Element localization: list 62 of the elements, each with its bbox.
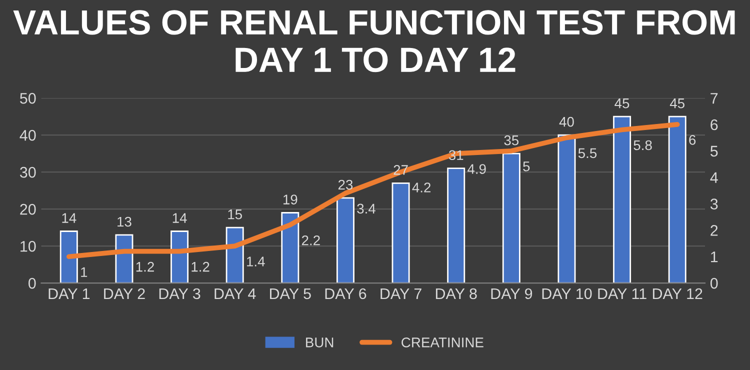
x-tick-label: DAY 5 (270, 288, 311, 300)
y-tick-label: 20 (20, 204, 36, 215)
x-tick-label: DAY 12 (652, 288, 702, 299)
bar (170, 230, 189, 284)
y2-tick-label: 6 (710, 119, 718, 130)
data-label: 23 (338, 180, 353, 190)
y2-tick-label: 4 (710, 172, 718, 183)
bar (226, 226, 244, 284)
y2-tick-label: 1 (711, 252, 718, 262)
data-label: 15 (228, 210, 242, 220)
bar (336, 197, 354, 284)
bar (392, 182, 410, 284)
x-tick-label: DAY 3 (159, 288, 200, 300)
data-label: 5.5 (578, 148, 597, 158)
x-tick-label: DAY 9 (491, 288, 532, 300)
data-label: 4.9 (468, 164, 486, 174)
x-tick-label: DAY 10 (542, 288, 592, 300)
y-tick-label: 50 (20, 92, 36, 104)
data-label: 45 (614, 98, 630, 108)
y2-tick-label: 0 (710, 278, 718, 289)
data-label: 5 (523, 162, 530, 172)
data-label: 13 (118, 216, 132, 227)
data-label: 1.2 (192, 262, 210, 272)
data-label: 1.2 (136, 262, 154, 272)
data-label: 5.8 (634, 140, 652, 150)
data-label: 4.2 (412, 182, 430, 192)
y-tick-label: 10 (20, 240, 36, 252)
x-tick-label: DAY 2 (104, 288, 145, 299)
bar (502, 152, 520, 284)
data-label: 3.4 (357, 204, 376, 214)
legend-label: CREATININE (402, 338, 484, 348)
y-tick-label: 30 (20, 166, 36, 178)
x-tick-label: DAY 8 (436, 288, 477, 300)
bar (60, 230, 78, 284)
data-label: 1 (81, 267, 88, 277)
y-tick-label: 40 (20, 130, 36, 141)
data-label: 2.2 (302, 235, 320, 246)
y2-tick-label: 5 (710, 146, 718, 157)
data-label: 19 (283, 194, 298, 204)
legend-label: BUN (306, 338, 334, 348)
bar (613, 116, 632, 284)
data-label: 6 (689, 135, 696, 145)
y-tick-label: 0 (28, 278, 36, 289)
x-tick-label: DAY 1 (48, 288, 90, 299)
bar (281, 212, 300, 284)
bar (668, 116, 686, 284)
y2-tick-label: 7 (710, 93, 718, 104)
y2-tick-label: 2 (710, 225, 718, 236)
x-tick-label: DAY 11 (598, 288, 646, 299)
data-label: 14 (172, 213, 187, 223)
data-label: 14 (62, 213, 76, 223)
bar (447, 168, 466, 284)
x-tick-label: DAY 7 (380, 288, 422, 299)
y2-tick-label: 3 (710, 198, 718, 210)
x-tick-label: DAY 4 (214, 288, 256, 299)
data-label: 45 (670, 98, 684, 108)
bar (558, 134, 576, 284)
data-label: 1.4 (247, 256, 265, 266)
data-label: 35 (504, 135, 519, 146)
data-label: 40 (559, 116, 574, 127)
chart-title: VALUES OF RENAL FUNCTION TEST FROM DAY 1 TO DAY 12 (13, 10, 735, 72)
x-tick-label: DAY 6 (325, 288, 366, 300)
